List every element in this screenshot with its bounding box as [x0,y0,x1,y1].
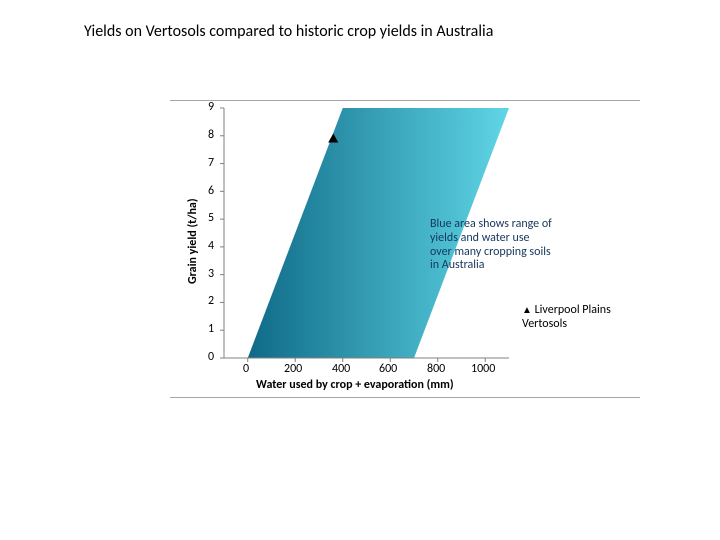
y-tick-5: 5 [208,211,214,225]
blue-area-annotation: Blue area shows range of yields and wate… [430,218,600,273]
y-tick-4: 4 [208,239,214,253]
x-tick-400: 400 [332,362,350,376]
y-tick-0: 0 [208,350,214,364]
page-title: Yields on Vertosols compared to historic… [84,22,493,41]
annotation-line-4: in Australia [430,259,600,273]
y-tick-9: 9 [208,100,214,114]
legend: ▲ Liverpool Plains Vertosols [522,304,642,332]
y-tick-2: 2 [208,294,214,308]
y-tick-1: 1 [208,322,214,336]
x-tick-0: 0 [243,362,249,376]
x-tick-200: 200 [284,362,302,376]
x-tick-600: 600 [379,362,397,376]
y-tick-6: 6 [208,184,214,198]
y-axis-label: Grain yield (t/ha) [186,198,200,284]
x-tick-1000: 1000 [471,362,495,376]
annotation-line-2: yields and water use [430,232,600,246]
y-tick-8: 8 [208,128,214,142]
annotation-line-1: Blue area shows range of [430,218,600,232]
legend-text: Liverpool Plains Vertosols [522,303,611,331]
y-tick-3: 3 [208,267,214,281]
x-tick-800: 800 [427,362,445,376]
x-axis-label: Water used by crop + evaporation (mm) [256,378,454,392]
page-root: Yields on Vertosols compared to historic… [0,0,720,540]
y-tick-7: 7 [208,156,214,170]
annotation-line-3: over many cropping soils [430,246,600,260]
legend-marker-triangle-icon: ▲ [522,304,532,316]
